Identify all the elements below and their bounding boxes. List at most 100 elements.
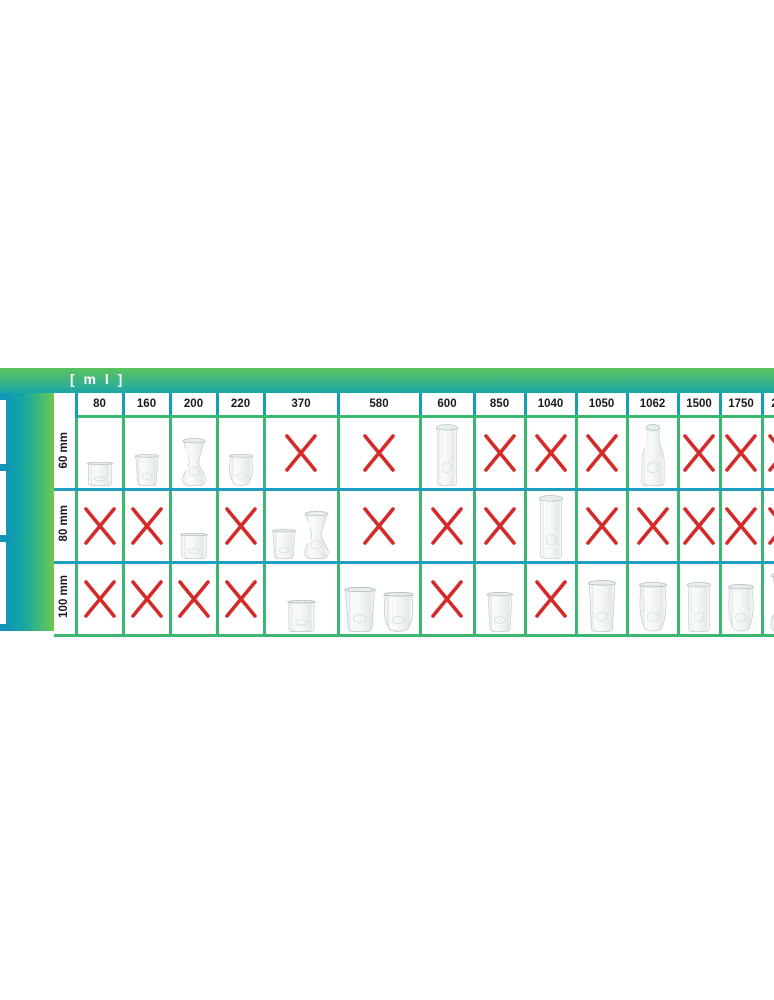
- column-header-850: 850: [472, 393, 527, 418]
- cell-unavailable-80mm-850: [472, 489, 527, 564]
- jar-group: [340, 564, 419, 634]
- x-mark-icon: [340, 418, 419, 488]
- column-header-370: 370: [262, 393, 340, 418]
- column-header-1040: 1040: [523, 393, 578, 418]
- column-header-160: 160: [121, 393, 172, 418]
- cell-unavailable-100mm-80: [74, 562, 125, 637]
- table-row: 100 mm: [54, 562, 774, 637]
- column-header-1750: 1750: [718, 393, 764, 418]
- cell-jar-60mm-1062: [625, 416, 680, 491]
- x-mark-icon: [219, 564, 263, 634]
- jar-icon-tub: [85, 462, 115, 486]
- edge-notch-top: [0, 393, 10, 400]
- jar-icon-tulip: [381, 592, 416, 632]
- left-gradient-bar: [6, 393, 54, 631]
- jar-group: [629, 418, 677, 488]
- x-mark-icon: [422, 491, 473, 561]
- jar-group: [476, 564, 524, 634]
- jar-icon-tub: [285, 600, 318, 632]
- column-header-200: 200: [168, 393, 219, 418]
- cell-unavailable-100mm-160: [121, 562, 172, 637]
- cell-jar-60mm-200: [168, 416, 219, 491]
- x-mark-icon: [764, 418, 774, 488]
- matrix-grid: 80 160 200 220 370 580 600 850 1040 1050 1062 1500 1…: [54, 393, 774, 637]
- row-label-60-mm: 60 mm: [54, 416, 78, 491]
- cell-unavailable-60mm-1040: [523, 416, 578, 491]
- x-mark-icon: [172, 564, 216, 634]
- cell-jar-60mm-600: [418, 416, 476, 491]
- cell-jar-100mm-850: [472, 562, 527, 637]
- cell-unavailable-80mm-220: [215, 489, 266, 564]
- jar-icon-tulip: [726, 584, 756, 632]
- x-mark-icon: [422, 564, 473, 634]
- jar-icon-tub: [178, 533, 210, 559]
- jar-group: [219, 418, 263, 488]
- matrix-table: 80 160 200 220 370 580 600 850 1040 1050 1062 1500 1…: [54, 393, 774, 637]
- edge-notch-bottom: [0, 624, 10, 631]
- column-header-80: 80: [74, 393, 125, 418]
- cell-unavailable-60mm-370: [262, 416, 340, 491]
- cell-unavailable-80mm-160: [121, 489, 172, 564]
- cell-unavailable-80mm-580: [336, 489, 422, 564]
- table-row: 60 mm: [54, 416, 774, 491]
- row-label-100-mm: 100 mm: [54, 562, 78, 637]
- cell-unavailable-80mm-80: [74, 489, 125, 564]
- cell-unavailable-60mm-1050: [574, 416, 629, 491]
- jar-icon-deco: [767, 572, 774, 632]
- cell-unavailable-100mm-200: [168, 562, 219, 637]
- jar-group: [680, 564, 719, 634]
- jar-group: [764, 564, 774, 634]
- edge-notch-1: [0, 464, 10, 471]
- jar-group: [125, 418, 169, 488]
- x-mark-icon: [527, 418, 575, 488]
- cell-jar-80mm-200: [168, 489, 219, 564]
- edge-notch-2: [0, 535, 10, 542]
- cell-unavailable-100mm-220: [215, 562, 266, 637]
- jar-group: [422, 418, 473, 488]
- x-mark-icon: [629, 491, 677, 561]
- unit-header-bar: [ m l ]: [0, 368, 774, 393]
- jar-icon-deco: [179, 438, 209, 486]
- jar-icon-tulip: [227, 454, 255, 486]
- cell-unavailable-80mm-2700: [760, 489, 774, 564]
- column-header-220: 220: [215, 393, 266, 418]
- cell-unavailable-60mm-1500: [676, 416, 722, 491]
- cell-unavailable-100mm-1040: [523, 562, 578, 637]
- x-mark-icon: [764, 491, 774, 561]
- row-label-text: 100 mm: [58, 575, 71, 618]
- jar-group: [78, 418, 122, 488]
- jar-group: [722, 564, 761, 634]
- cell-jar-100mm-370: [262, 562, 340, 637]
- jar-icon-deco: [301, 511, 332, 559]
- cell-jar-100mm-1500: [676, 562, 722, 637]
- cell-jar-100mm-2700: [760, 562, 774, 637]
- x-mark-icon: [680, 491, 719, 561]
- column-header-580: 580: [336, 393, 422, 418]
- cell-jar-100mm-580: [336, 562, 422, 637]
- x-mark-icon: [527, 564, 575, 634]
- cell-jar-100mm-1062: [625, 562, 680, 637]
- jar-icon-tapered: [133, 454, 161, 486]
- jar-icon-cylinder: [685, 582, 713, 632]
- jar-group: [172, 491, 216, 561]
- cell-jar-80mm-1040: [523, 489, 578, 564]
- row-label-text: 60 mm: [58, 431, 71, 468]
- unit-label: [ m l ]: [70, 371, 125, 387]
- x-mark-icon: [680, 418, 719, 488]
- jar-icon-bottle: [638, 424, 668, 486]
- cell-unavailable-60mm-850: [472, 416, 527, 491]
- jar-icon-tapered: [342, 587, 378, 632]
- x-mark-icon: [125, 564, 169, 634]
- x-mark-icon: [476, 418, 524, 488]
- column-header-row: 80 160 200 220 370 580 600 850 1040 1050 1062 1500 1…: [54, 393, 774, 418]
- table-row: 80 mm: [54, 489, 774, 564]
- x-mark-icon: [578, 418, 626, 488]
- jar-group: [266, 491, 337, 561]
- cell-unavailable-100mm-600: [418, 562, 476, 637]
- x-mark-icon: [578, 491, 626, 561]
- jar-icon-tapered: [586, 580, 618, 632]
- column-header-1500: 1500: [676, 393, 722, 418]
- cell-unavailable-80mm-1750: [718, 489, 764, 564]
- x-mark-icon: [78, 564, 122, 634]
